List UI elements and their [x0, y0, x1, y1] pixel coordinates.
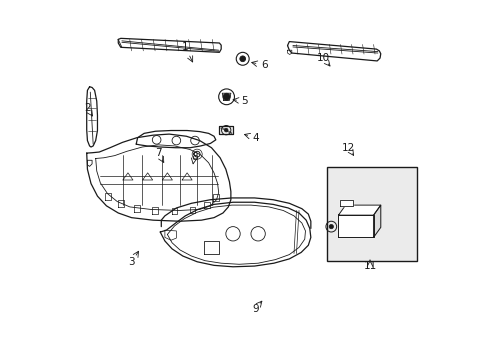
Circle shape — [224, 129, 227, 132]
Text: 12: 12 — [341, 143, 354, 153]
Text: 8: 8 — [191, 152, 197, 162]
Text: 3: 3 — [128, 257, 135, 267]
Text: 6: 6 — [261, 60, 267, 70]
Circle shape — [328, 225, 333, 229]
Text: 1: 1 — [182, 42, 188, 52]
Text: 4: 4 — [251, 133, 258, 143]
Polygon shape — [338, 205, 380, 215]
Text: 9: 9 — [251, 304, 258, 314]
Polygon shape — [219, 126, 233, 134]
Bar — [326, 167, 416, 261]
Text: 11: 11 — [363, 261, 376, 271]
Text: 2: 2 — [84, 103, 91, 113]
Polygon shape — [338, 215, 373, 237]
Text: 5: 5 — [241, 96, 247, 106]
Text: 10: 10 — [316, 53, 329, 63]
Polygon shape — [340, 200, 352, 206]
Text: 7: 7 — [155, 148, 162, 158]
Circle shape — [239, 56, 245, 62]
Circle shape — [223, 93, 230, 100]
Polygon shape — [373, 205, 380, 237]
